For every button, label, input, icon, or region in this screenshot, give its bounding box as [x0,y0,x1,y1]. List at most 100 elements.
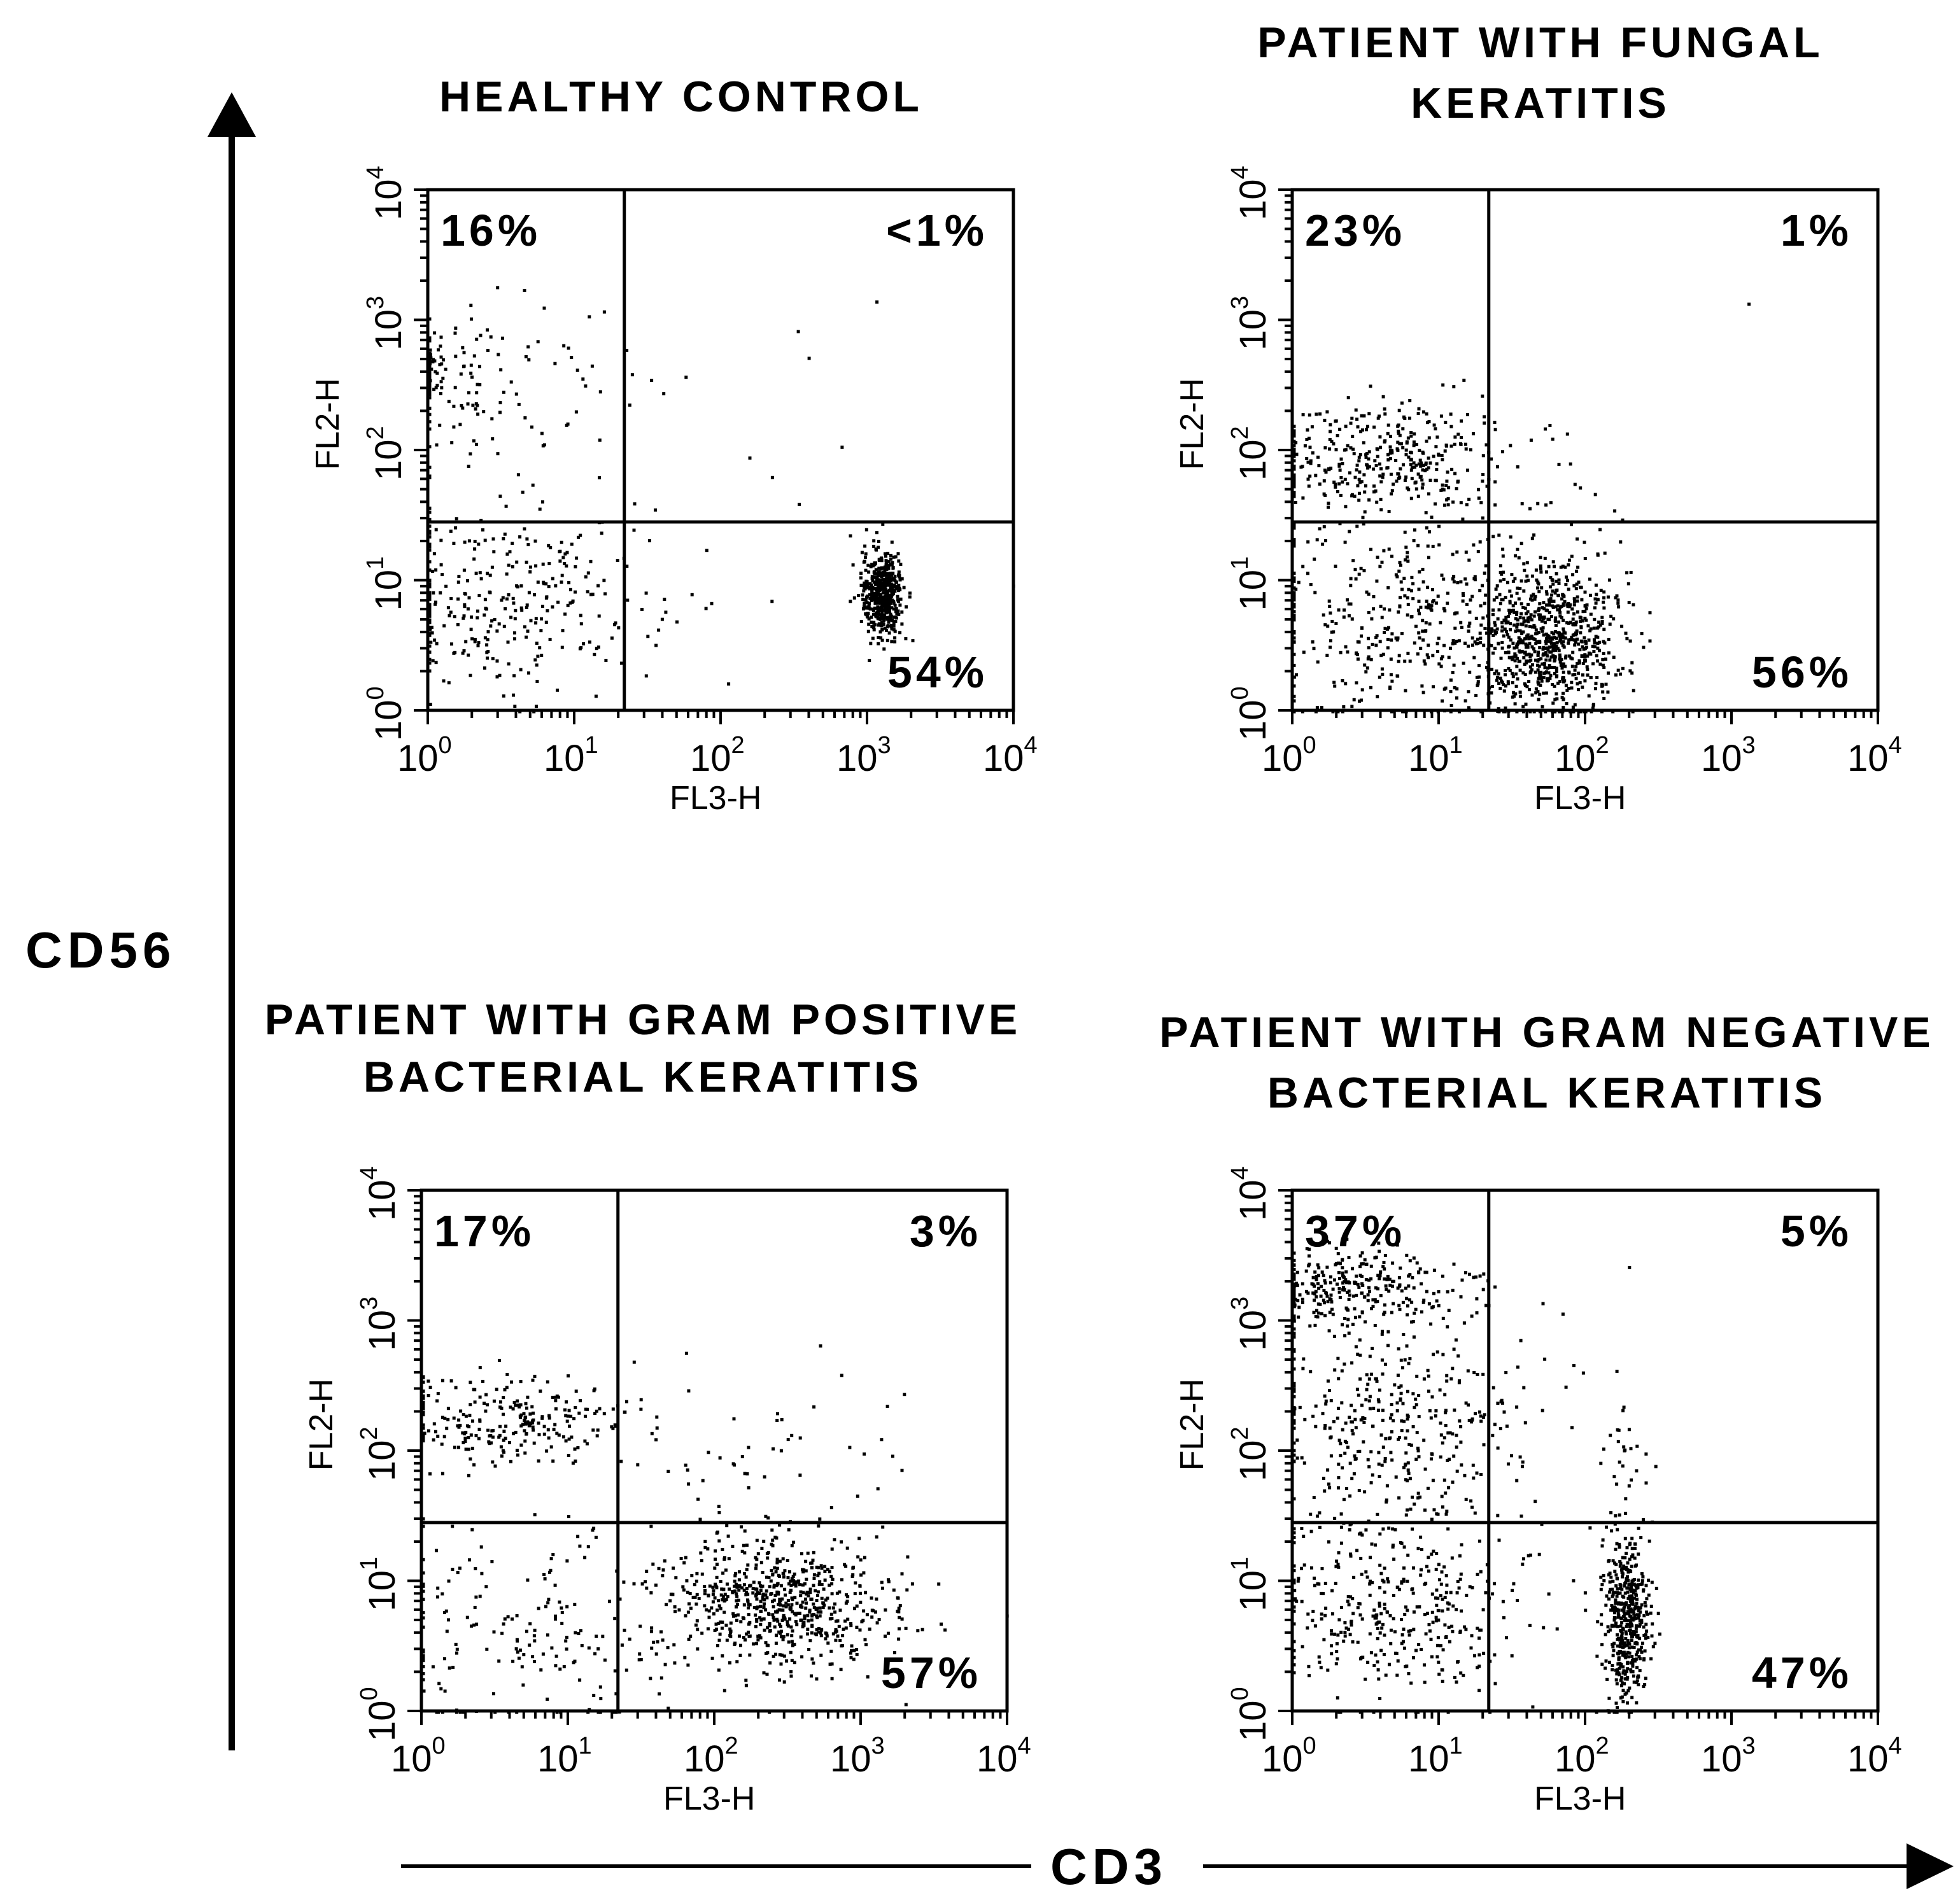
data-point [1388,1416,1392,1420]
data-point [1558,653,1562,657]
data-point [1328,1426,1332,1430]
data-point [1387,626,1390,630]
data-point [794,1580,798,1584]
data-point [1309,459,1313,463]
data-point [1493,1285,1497,1289]
data-point [779,1629,783,1633]
data-point [1563,665,1567,668]
data-point [437,348,441,352]
data-point [465,1615,469,1619]
data-point [894,610,898,614]
data-point [1434,1414,1437,1418]
data-point [1292,1319,1296,1323]
data-point [815,1615,819,1619]
data-point [1350,1619,1353,1623]
data-point [771,1613,775,1617]
data-point [556,688,559,692]
data-point [1562,706,1565,709]
data-point [870,1615,874,1619]
data-point [893,640,897,644]
data-point [628,1637,631,1641]
data-point [1451,638,1455,642]
data-point [1525,659,1528,663]
data-point [577,1632,581,1635]
data-point [1544,658,1548,662]
data-point [868,593,871,596]
data-point [1432,1508,1436,1512]
data-point [1570,638,1574,642]
data-point [471,404,475,407]
data-point [1521,1465,1525,1468]
data-point [1397,432,1400,435]
data-point [1372,490,1376,494]
data-point [428,445,432,449]
data-point [819,1653,823,1657]
data-point [733,1579,737,1583]
data-point [1446,602,1449,605]
data-point [1562,602,1565,606]
data-point [1473,578,1477,582]
data-point [1406,613,1409,617]
data-point [1411,1495,1414,1499]
data-point [782,1604,785,1608]
data-point [1373,459,1377,463]
data-point [1410,1320,1414,1324]
data-point [840,446,844,449]
data-point [1470,1314,1474,1318]
data-point [1612,617,1616,621]
data-point [1573,643,1577,647]
data-point [1579,586,1583,589]
data-point [740,1525,744,1529]
data-point [1477,1636,1481,1640]
data-point [657,628,661,632]
data-point [900,610,904,614]
data-point [1411,1276,1414,1279]
data-point [897,589,901,593]
data-point [1519,612,1523,616]
data-point [1345,1237,1349,1241]
data-point [1537,677,1541,680]
data-point [770,1528,774,1532]
data-point [441,1472,444,1475]
data-point [1576,637,1579,641]
data-point [535,705,538,708]
data-point [1369,384,1372,388]
data-point [882,582,886,586]
data-point [1567,621,1570,625]
data-point [1292,1406,1296,1409]
data-point [540,617,543,621]
data-point [428,396,432,400]
data-point [462,614,466,618]
data-point [771,1538,775,1542]
data-point [747,1446,751,1449]
data-point [1505,633,1509,637]
data-point [791,1643,795,1647]
data-point [1525,612,1528,616]
data-point [754,1593,758,1596]
data-point [673,1661,677,1665]
data-point [1520,502,1524,505]
data-point [1553,659,1556,663]
data-point [516,1399,519,1403]
data-point [1418,449,1421,453]
data-point [512,693,515,697]
data-point [824,1598,828,1602]
data-point [1525,574,1529,578]
data-point [432,388,436,391]
data-point [421,1672,425,1675]
data-point [1383,1277,1386,1281]
data-point [1442,607,1446,610]
data-point [885,572,889,575]
data-point [644,591,648,595]
data-point [1292,447,1296,451]
data-point [879,571,883,575]
data-point [1497,682,1501,685]
data-point [474,572,478,575]
data-point [1358,1265,1362,1269]
data-point [794,1584,798,1588]
data-point [1548,610,1551,614]
data-point [1398,1284,1402,1288]
data-point [884,574,887,577]
data-point [1292,616,1296,620]
